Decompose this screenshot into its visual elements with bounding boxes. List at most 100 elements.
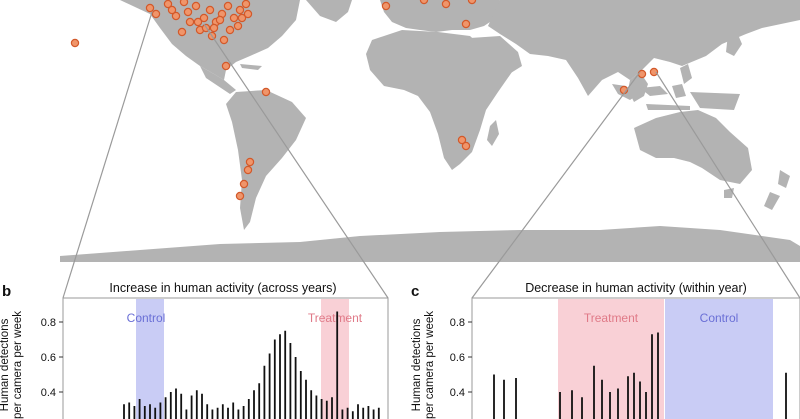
bar: [263, 365, 266, 419]
connector-c-left: [471, 71, 641, 299]
site-marker: [205, 5, 215, 15]
panel-connectors: [62, 11, 800, 299]
panel-c: c Decrease in human activity (within yea…: [411, 281, 800, 419]
bar: [164, 397, 167, 419]
arabia-landmass: [470, 36, 522, 76]
bar: [336, 311, 339, 419]
bar: [237, 409, 240, 419]
y-tick-label: 0.6: [41, 352, 56, 364]
site-marker: [457, 135, 467, 145]
bar: [247, 399, 250, 419]
antarctica-landmass: [60, 226, 800, 262]
bar: [268, 353, 271, 419]
central-america-landmass: [200, 66, 236, 94]
bar: [593, 365, 595, 419]
south-america-landmass: [226, 90, 306, 230]
site-marker: [649, 67, 659, 77]
site-marker: [245, 157, 255, 167]
site-marker: [221, 61, 231, 71]
panel-c-letter: c: [411, 283, 419, 300]
bar: [372, 409, 375, 419]
bar: [284, 330, 287, 419]
australia-landmass: [634, 110, 752, 184]
site-marker: [237, 13, 247, 23]
panel-c-control-label: Control: [700, 311, 739, 325]
bar: [154, 407, 157, 419]
site-marker: [241, 0, 251, 9]
site-marker: [233, 21, 243, 31]
panel-c-control-band: [665, 299, 773, 419]
panel-b-control-label: Control: [127, 311, 166, 325]
bar: [201, 393, 203, 419]
connector-c-right: [655, 71, 800, 299]
panel-b-control-band: [136, 299, 164, 419]
site-marker: [151, 9, 161, 19]
site-marker: [215, 15, 225, 25]
site-marker: [191, 1, 201, 11]
panel-c-ylabel-line1: Human detections: [411, 318, 423, 411]
bar: [211, 409, 214, 419]
north-america-landmass: [120, 0, 300, 80]
bar: [645, 392, 647, 419]
site-marker: [235, 5, 245, 15]
bar: [299, 371, 302, 419]
europe-landmass: [380, 0, 500, 32]
bar: [242, 406, 245, 419]
site-marker: [145, 3, 155, 13]
site-marker: [225, 25, 235, 35]
greenland-landmass: [306, 0, 352, 22]
panel-c-ylabel-line2: per camera per week: [424, 311, 436, 419]
site-marker: [171, 11, 181, 21]
asia-landmass: [488, 0, 800, 96]
bar: [279, 334, 281, 419]
panel-b-title: Increase in human activity (across years…: [109, 281, 336, 295]
africa-landmass: [366, 30, 512, 170]
site-marker: [461, 141, 471, 151]
panel-b-treatment-band: [321, 299, 349, 419]
bar: [377, 407, 380, 419]
bar: [232, 402, 235, 419]
site-marker: [70, 38, 80, 48]
site-marker: [419, 0, 429, 5]
bar: [651, 334, 653, 419]
madagascar-landmass: [487, 120, 499, 146]
site-marker: [441, 0, 451, 9]
bar: [617, 388, 619, 419]
bar: [221, 404, 224, 419]
bar: [206, 404, 209, 419]
site-marker: [223, 1, 233, 11]
panel-b-ylabel-line1: Human detections: [0, 318, 11, 411]
site-marker: [239, 179, 249, 189]
bar: [253, 390, 255, 419]
bar: [133, 406, 136, 419]
bar: [273, 339, 276, 419]
world-map: [60, 0, 800, 262]
panel-b-treatment-label: Treatment: [308, 311, 363, 325]
bar: [258, 383, 261, 419]
bar: [331, 397, 333, 419]
connector-b-right: [203, 23, 389, 299]
panel-b: b Increase in human activity (across yea…: [0, 281, 389, 419]
panel-b-bars: [123, 311, 380, 419]
bar: [180, 393, 183, 419]
bar: [493, 374, 495, 419]
bar: [315, 395, 318, 419]
site-marker: [637, 69, 647, 79]
site-marker: [179, 0, 189, 7]
panel-c-bars: [493, 332, 787, 419]
bar: [341, 409, 344, 419]
site-marker: [199, 13, 209, 23]
bar: [123, 404, 125, 419]
bar: [559, 392, 561, 419]
y-tick-label: 0.8: [41, 317, 56, 329]
indonesia-islands: [612, 84, 740, 110]
bar: [357, 404, 359, 419]
bar: [503, 379, 505, 419]
bar: [169, 392, 172, 419]
bar: [601, 379, 603, 419]
panel-b-y-ticks: 0.4 0.6 0.8: [41, 317, 63, 399]
bar: [515, 378, 517, 419]
site-markers: [70, 0, 659, 201]
y-tick-label: 0.4: [450, 387, 465, 399]
site-marker: [467, 0, 477, 5]
